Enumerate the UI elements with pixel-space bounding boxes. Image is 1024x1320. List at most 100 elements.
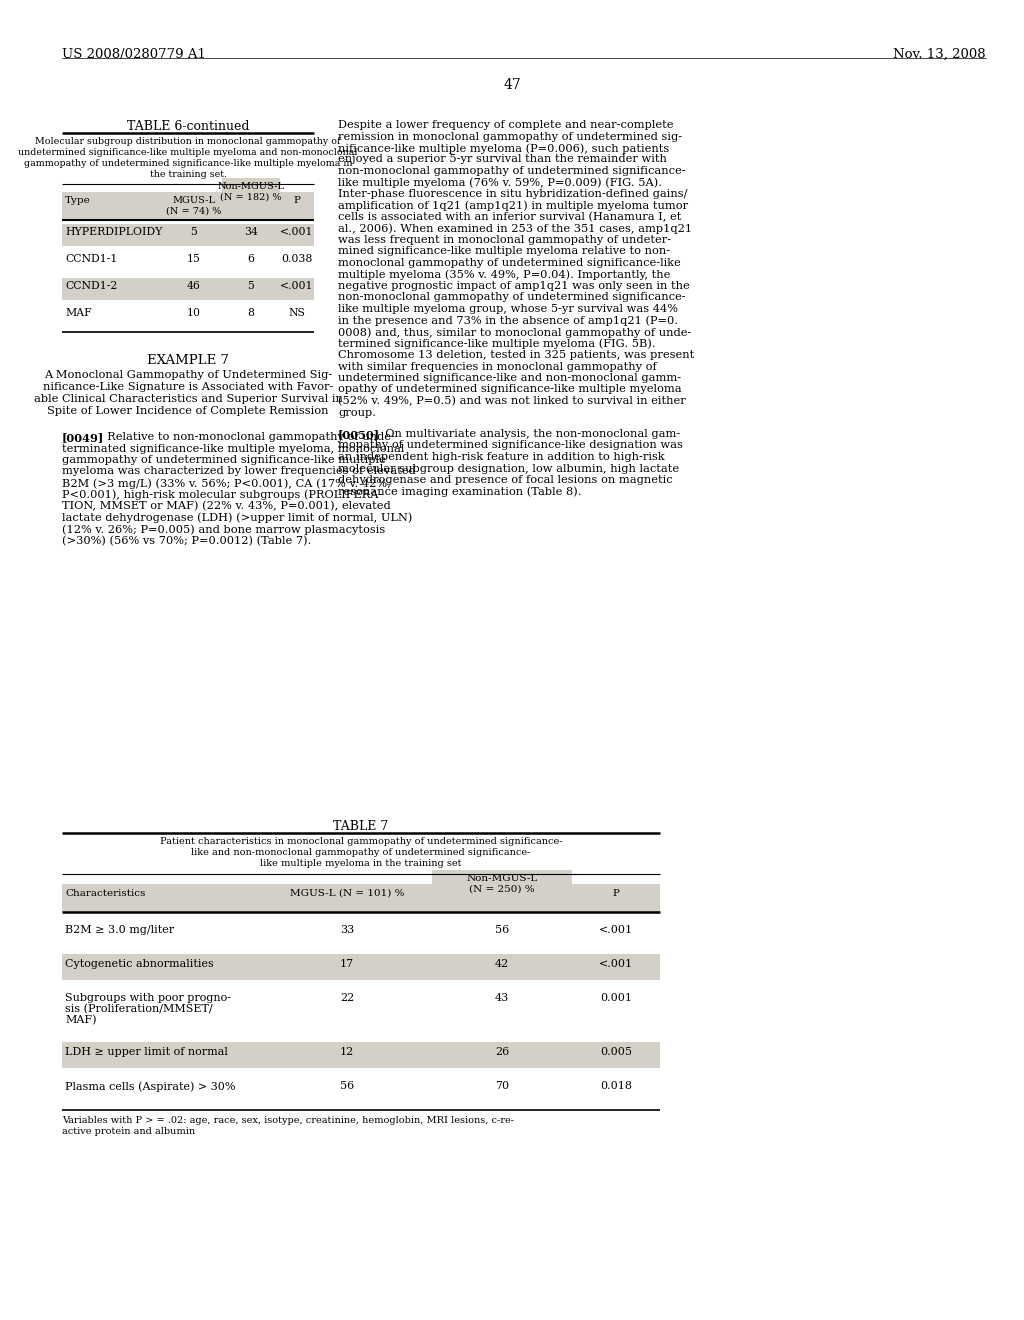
- Text: group.: group.: [338, 408, 376, 417]
- Text: MAF): MAF): [65, 1015, 96, 1026]
- Text: HYPERDIPLOIDY: HYPERDIPLOIDY: [65, 227, 163, 238]
- Text: On multivariate analysis, the non-monoclonal gam-: On multivariate analysis, the non-monocl…: [378, 429, 680, 440]
- Text: <.001: <.001: [281, 227, 313, 238]
- Text: termined significance-like multiple myeloma (FIG. 5B).: termined significance-like multiple myel…: [338, 338, 655, 348]
- Text: CCND1-1: CCND1-1: [65, 253, 118, 264]
- Text: CCND1-2: CCND1-2: [65, 281, 118, 290]
- Text: 46: 46: [187, 281, 201, 290]
- Text: TABLE 7: TABLE 7: [334, 820, 389, 833]
- Text: negative prognostic impact of amp1q21 was only seen in the: negative prognostic impact of amp1q21 wa…: [338, 281, 690, 290]
- Text: sis (Proliferation/MMSET/: sis (Proliferation/MMSET/: [65, 1005, 213, 1014]
- Text: 8: 8: [248, 308, 255, 318]
- Bar: [432, 870, 572, 912]
- Text: <.001: <.001: [281, 281, 313, 290]
- Text: 12: 12: [340, 1047, 354, 1057]
- Text: 6: 6: [248, 253, 255, 264]
- Text: TABLE 6-continued: TABLE 6-continued: [127, 120, 249, 133]
- Text: (N = 250) %: (N = 250) %: [469, 884, 535, 894]
- Text: Characteristics: Characteristics: [65, 888, 145, 898]
- Text: undetermined significance-like multiple myeloma and non-monoclonal: undetermined significance-like multiple …: [18, 148, 357, 157]
- Text: P<0.001), high-risk molecular subgroups (PROLIFERA-: P<0.001), high-risk molecular subgroups …: [62, 490, 382, 500]
- Text: MGUS-L: MGUS-L: [172, 195, 216, 205]
- Text: Non-MGUS-L: Non-MGUS-L: [217, 182, 285, 191]
- Text: B2M ≥ 3.0 mg/liter: B2M ≥ 3.0 mg/liter: [65, 925, 174, 935]
- Text: Relative to non-monoclonal gammopathy of unde-: Relative to non-monoclonal gammopathy of…: [100, 432, 395, 442]
- Text: 43: 43: [495, 993, 509, 1003]
- Text: Variables with P > = .02: age, race, sex, isotype, creatinine, hemoglobin, MRI l: Variables with P > = .02: age, race, sex…: [62, 1115, 514, 1125]
- Text: terminated significance-like multiple myeloma, monoclonal: terminated significance-like multiple my…: [62, 444, 404, 454]
- Text: [0050]: [0050]: [338, 429, 380, 440]
- Text: Non-MGUS-L: Non-MGUS-L: [466, 874, 538, 883]
- Text: (N = 182) %: (N = 182) %: [220, 193, 282, 202]
- Text: like multiple myeloma in the training set: like multiple myeloma in the training se…: [260, 859, 462, 869]
- Text: al., 2006). When examined in 253 of the 351 cases, amp1q21: al., 2006). When examined in 253 of the …: [338, 223, 692, 234]
- Text: Cytogenetic abnormalities: Cytogenetic abnormalities: [65, 960, 214, 969]
- Text: non-monoclonal gammopathy of undetermined significance-: non-monoclonal gammopathy of undetermine…: [338, 166, 686, 176]
- Text: 0.005: 0.005: [600, 1047, 632, 1057]
- Text: like multiple myeloma (76% v. 59%, P=0.009) (FIG. 5A).: like multiple myeloma (76% v. 59%, P=0.0…: [338, 177, 662, 187]
- Text: Type: Type: [65, 195, 91, 205]
- Text: mined significance-like multiple myeloma relative to non-: mined significance-like multiple myeloma…: [338, 247, 670, 256]
- Text: (52% v. 49%, P=0.5) and was not linked to survival in either: (52% v. 49%, P=0.5) and was not linked t…: [338, 396, 686, 407]
- Text: NS: NS: [289, 308, 305, 318]
- Text: Inter-phase fluorescence in situ hybridization-defined gains/: Inter-phase fluorescence in situ hybridi…: [338, 189, 687, 199]
- Text: nificance-like multiple myeloma (P=0.006), such patients: nificance-like multiple myeloma (P=0.006…: [338, 143, 670, 153]
- Text: Patient characteristics in monoclonal gammopathy of undetermined significance-: Patient characteristics in monoclonal ga…: [160, 837, 562, 846]
- Text: able Clinical Characteristics and Superior Survival in: able Clinical Characteristics and Superi…: [34, 393, 342, 404]
- Text: gammopathy of undetermined significance-like multiple: gammopathy of undetermined significance-…: [62, 455, 386, 465]
- Text: 15: 15: [187, 253, 201, 264]
- Bar: [62, 954, 660, 979]
- Text: was less frequent in monoclonal gammopathy of undeter-: was less frequent in monoclonal gammopat…: [338, 235, 671, 246]
- Text: (12% v. 26%; P=0.005) and bone marrow plasmacytosis: (12% v. 26%; P=0.005) and bone marrow pl…: [62, 524, 385, 535]
- Text: undetermined significance-like and non-monoclonal gamm-: undetermined significance-like and non-m…: [338, 374, 681, 383]
- Text: Plasma cells (Aspirate) > 30%: Plasma cells (Aspirate) > 30%: [65, 1081, 236, 1092]
- Text: 33: 33: [340, 925, 354, 935]
- Text: B2M (>3 mg/L) (33% v. 56%; P<0.001), CA (17% v. 42%;: B2M (>3 mg/L) (33% v. 56%; P<0.001), CA …: [62, 478, 391, 488]
- Text: remission in monoclonal gammopathy of undetermined sig-: remission in monoclonal gammopathy of un…: [338, 132, 682, 141]
- Text: Chromosome 13 deletion, tested in 325 patients, was present: Chromosome 13 deletion, tested in 325 pa…: [338, 350, 694, 360]
- Text: the training set.: the training set.: [150, 170, 226, 180]
- Text: (>30%) (56% vs 70%; P=0.0012) (Table 7).: (>30%) (56% vs 70%; P=0.0012) (Table 7).: [62, 536, 311, 545]
- Text: Subgroups with poor progno-: Subgroups with poor progno-: [65, 993, 231, 1003]
- Bar: [222, 178, 280, 220]
- Text: 0.018: 0.018: [600, 1081, 632, 1092]
- Text: like multiple myeloma group, whose 5-yr survival was 44%: like multiple myeloma group, whose 5-yr …: [338, 304, 678, 314]
- Text: TION, MMSET or MAF) (22% v. 43%, P=0.001), elevated: TION, MMSET or MAF) (22% v. 43%, P=0.001…: [62, 502, 391, 511]
- Text: gammopathy of undetermined significance-like multiple myeloma in: gammopathy of undetermined significance-…: [24, 158, 352, 168]
- Text: 70: 70: [495, 1081, 509, 1092]
- Text: Nov. 13, 2008: Nov. 13, 2008: [893, 48, 986, 61]
- Text: active protein and albumin: active protein and albumin: [62, 1127, 196, 1137]
- Text: molecular subgroup designation, low albumin, high lactate: molecular subgroup designation, low albu…: [338, 463, 679, 474]
- Bar: [62, 1041, 660, 1068]
- Text: an independent high-risk feature in addition to high-risk: an independent high-risk feature in addi…: [338, 451, 665, 462]
- Text: mopathy of undetermined significance-like designation was: mopathy of undetermined significance-lik…: [338, 441, 683, 450]
- Text: dehydrogenase and presence of focal lesions on magnetic: dehydrogenase and presence of focal lesi…: [338, 475, 673, 484]
- Text: in the presence and 73% in the absence of amp1q21 (P=0.: in the presence and 73% in the absence o…: [338, 315, 678, 326]
- Text: 0.038: 0.038: [282, 253, 312, 264]
- Text: like and non-monoclonal gammopathy of undetermined significance-: like and non-monoclonal gammopathy of un…: [191, 847, 530, 857]
- Text: multiple myeloma (35% v. 49%, P=0.04). Importantly, the: multiple myeloma (35% v. 49%, P=0.04). I…: [338, 269, 671, 280]
- Text: resonance imaging examination (Table 8).: resonance imaging examination (Table 8).: [338, 487, 582, 498]
- Text: MGUS-L (N = 101) %: MGUS-L (N = 101) %: [290, 888, 404, 898]
- Text: amplification of 1q21 (amp1q21) in multiple myeloma tumor: amplification of 1q21 (amp1q21) in multi…: [338, 201, 688, 211]
- Text: opathy of undetermined significance-like multiple myeloma: opathy of undetermined significance-like…: [338, 384, 682, 395]
- Text: non-monoclonal gammopathy of undetermined significance-: non-monoclonal gammopathy of undetermine…: [338, 293, 686, 302]
- Text: 17: 17: [340, 960, 354, 969]
- Text: lactate dehydrogenase (LDH) (>upper limit of normal, ULN): lactate dehydrogenase (LDH) (>upper limi…: [62, 512, 413, 523]
- Text: A Monoclonal Gammopathy of Undetermined Sig-: A Monoclonal Gammopathy of Undetermined …: [44, 370, 332, 380]
- Text: 34: 34: [244, 227, 258, 238]
- Text: myeloma was characterized by lower frequencies of elevated: myeloma was characterized by lower frequ…: [62, 466, 416, 477]
- Text: <.001: <.001: [599, 960, 633, 969]
- Text: cells is associated with an inferior survival (Hanamura I, et: cells is associated with an inferior sur…: [338, 213, 681, 222]
- Text: MAF: MAF: [65, 308, 92, 318]
- Text: EXAMPLE 7: EXAMPLE 7: [147, 354, 229, 367]
- Text: Despite a lower frequency of complete and near-complete: Despite a lower frequency of complete an…: [338, 120, 674, 129]
- Text: <.001: <.001: [599, 925, 633, 935]
- Bar: [62, 191, 314, 220]
- Text: 0008) and, thus, similar to monoclonal gammopathy of unde-: 0008) and, thus, similar to monoclonal g…: [338, 327, 691, 338]
- Bar: [62, 224, 314, 246]
- Text: (N = 74) %: (N = 74) %: [166, 207, 221, 216]
- Text: [0049]: [0049]: [62, 432, 104, 444]
- Text: US 2008/0280779 A1: US 2008/0280779 A1: [62, 48, 206, 61]
- Text: enjoyed a superior 5-yr survival than the remainder with: enjoyed a superior 5-yr survival than th…: [338, 154, 667, 165]
